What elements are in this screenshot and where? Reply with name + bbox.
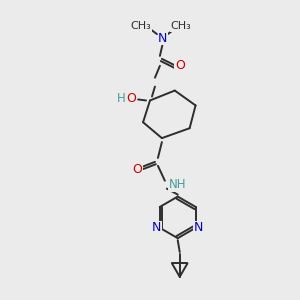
Text: N: N <box>194 221 203 234</box>
Text: N: N <box>158 32 168 44</box>
Text: CH₃: CH₃ <box>131 21 152 31</box>
Text: O: O <box>175 59 185 72</box>
Text: O: O <box>126 92 136 105</box>
Text: N: N <box>152 221 161 234</box>
Text: O: O <box>132 163 142 176</box>
Text: NH: NH <box>169 178 186 191</box>
Text: CH₃: CH₃ <box>170 21 191 31</box>
Text: H: H <box>116 92 125 105</box>
